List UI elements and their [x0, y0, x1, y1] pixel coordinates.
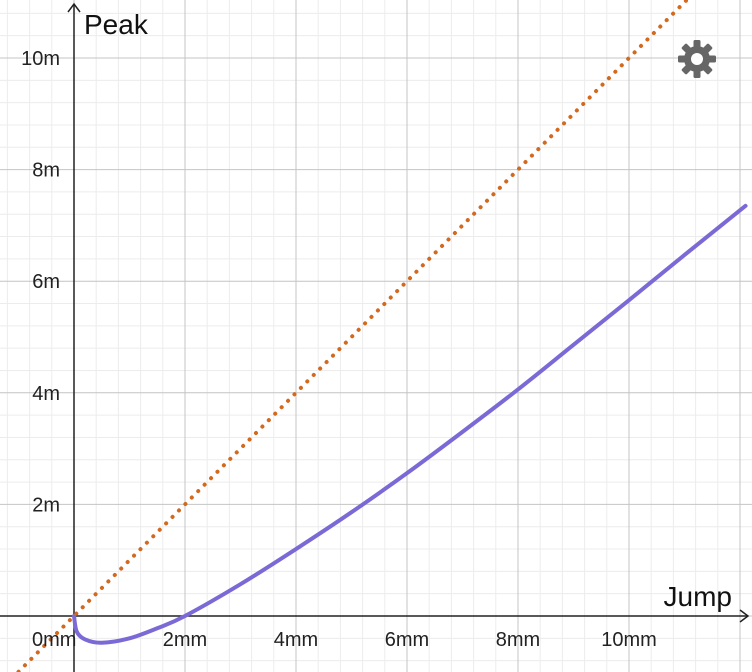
gear-tooth: [702, 43, 713, 54]
y-tick-label: 8m: [32, 160, 60, 182]
gear-tooth: [707, 55, 716, 63]
gear-tooth: [693, 69, 701, 78]
x-tick-label: 10mm: [601, 629, 657, 651]
series-curve: [72, 203, 748, 645]
y-tick-label: 6m: [32, 271, 60, 293]
gear-tooth: [681, 43, 692, 54]
gear-icon[interactable]: [676, 38, 718, 80]
x-tick-label: 8mm: [496, 629, 540, 651]
gear-tooth: [678, 55, 687, 63]
x-tick-label: 2mm: [163, 629, 207, 651]
series-dotted-line: [16, 0, 690, 672]
y-tick-label: 4m: [32, 383, 60, 405]
gear-tooth: [702, 64, 713, 75]
x-tick-label: 6mm: [385, 629, 429, 651]
tick-labels: 0mm 2mm 4mm 6mm 8mm 10mm 2m 4m 6m 8m 10m: [21, 48, 657, 651]
x-tick-label: 0mm: [32, 629, 76, 651]
series-layer: [16, 0, 748, 672]
y-axis-arrow: [67, 2, 81, 13]
x-axis-arrow: [739, 609, 750, 623]
x-tick-label: 4mm: [274, 629, 318, 651]
gear-tooth: [681, 64, 692, 75]
y-tick-label: 2m: [32, 494, 60, 516]
y-axis-title: Peak: [84, 9, 149, 40]
y-tick-label: 10m: [21, 48, 60, 70]
x-axis-title: Jump: [664, 581, 732, 612]
gear-tooth: [693, 40, 701, 49]
